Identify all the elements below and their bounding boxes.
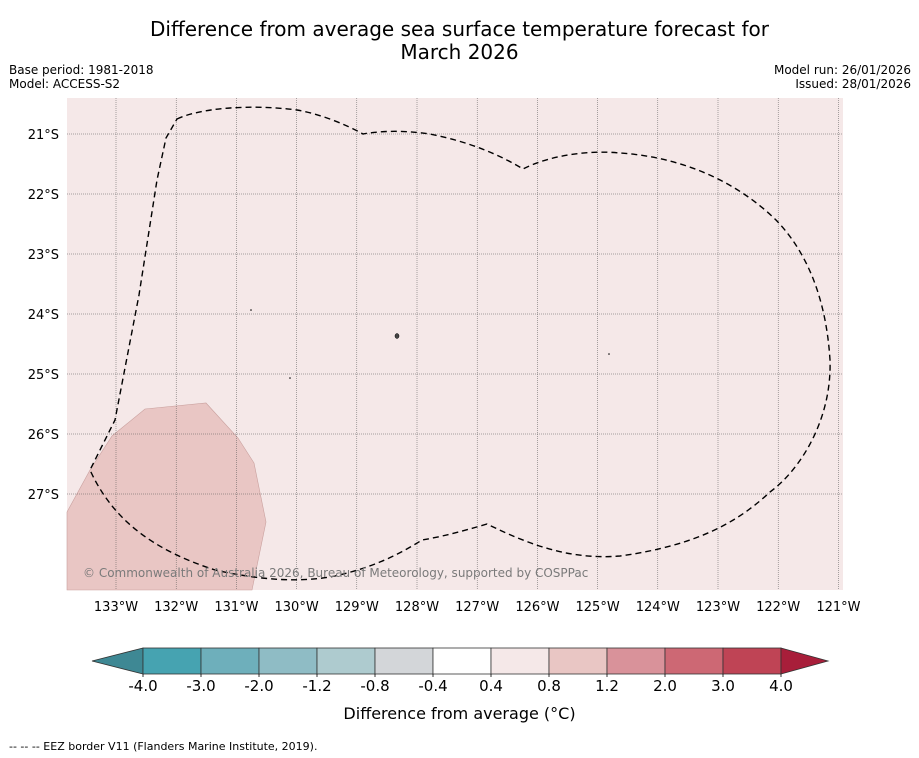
colorbar-bin (200, 647, 260, 675)
colorbar-tick-label: 3.0 (711, 677, 735, 695)
lon-label: 121°W (816, 600, 860, 615)
colorbar-tick-label: 1.2 (595, 677, 619, 695)
eez-border (89, 106, 831, 581)
colorbar-extend-high (780, 647, 830, 675)
colorbar-tick-label: -4.0 (128, 677, 157, 695)
model-name: Model: ACCESS-S2 (9, 77, 121, 91)
latitude-labels: 21°S 22°S 23°S 24°S 25°S 26°S 27°S (28, 128, 59, 503)
lat-label: 25°S (28, 368, 59, 383)
colorbar-bin (142, 647, 202, 675)
colorbar-tick-label: -0.8 (360, 677, 389, 695)
colorbar: -4.0 -3.0 -2.0 -1.2 -0.8 -0.4 0.4 0.8 1.2 2.0 3.0 4… (91, 647, 830, 695)
lat-label: 22°S (28, 188, 59, 203)
meta-left: Base period: 1981-2018 Model: ACCESS-S2 (9, 63, 154, 91)
island-marker (394, 333, 400, 339)
island-marker (608, 353, 610, 355)
colorbar-bin (258, 647, 318, 675)
colorbar-tick-label: 0.8 (537, 677, 561, 695)
colorbar-extend-low (91, 647, 144, 675)
copyright-notice: © Commonwealth of Australia 2026, Bureau… (83, 566, 588, 580)
lat-label: 27°S (28, 488, 59, 503)
meta-right: Model run: 26/01/2026 Issued: 28/01/2026 (774, 63, 911, 91)
colorbar-bin (664, 647, 724, 675)
lon-label: 126°W (515, 600, 559, 615)
footnote: -- -- -- EEZ border V11 (Flanders Marine… (9, 740, 318, 753)
colorbar-bin (722, 647, 782, 675)
lon-label: 132°W (154, 600, 198, 615)
colorbar-bin (606, 647, 666, 675)
lon-label: 123°W (696, 600, 740, 615)
colorbar-tick-label: 0.4 (479, 677, 503, 695)
colorbar-bin (548, 647, 608, 675)
lon-label: 133°W (94, 600, 138, 615)
lon-label: 129°W (335, 600, 379, 615)
warm-anomaly-region (66, 402, 267, 591)
base-period: Base period: 1981-2018 (9, 63, 154, 77)
lat-label: 21°S (28, 128, 59, 143)
lon-label: 130°W (275, 600, 319, 615)
island-marker (289, 377, 291, 379)
colorbar-bin (374, 647, 434, 675)
lon-label: 128°W (395, 600, 439, 615)
colorbar-tick-label: 2.0 (653, 677, 677, 695)
island-marker (250, 309, 252, 311)
chart-title: Difference from average sea surface temp… (0, 18, 919, 64)
colorbar-label: Difference from average (°C) (343, 704, 576, 723)
lon-label: 131°W (214, 600, 258, 615)
colorbar-bin (316, 647, 376, 675)
colorbar-tick-label: -0.4 (418, 677, 447, 695)
colorbar-tick-label: -1.2 (302, 677, 331, 695)
model-run: Model run: 26/01/2026 (773, 63, 911, 77)
lon-label: 127°W (455, 600, 499, 615)
lon-label: 125°W (576, 600, 620, 615)
graticule (67, 98, 843, 590)
colorbar-tick-label: -2.0 (244, 677, 273, 695)
lon-label: 122°W (756, 600, 800, 615)
issued-date: Issued: 28/01/2026 (795, 77, 911, 91)
longitude-labels: 133°W 132°W 131°W 130°W 129°W 128°W 127°W 126°W… (94, 600, 861, 615)
lon-label: 124°W (636, 600, 680, 615)
lat-label: 26°S (28, 428, 59, 443)
lat-label: 24°S (28, 308, 59, 323)
colorbar-bin (490, 647, 550, 675)
colorbar-tick-label: -3.0 (186, 677, 215, 695)
colorbar-tick-label: 4.0 (769, 677, 793, 695)
title-line-2: March 2026 (400, 40, 519, 64)
lat-label: 23°S (28, 248, 59, 263)
colorbar-bin (432, 647, 492, 675)
title-line-1: Difference from average sea surface temp… (149, 17, 769, 41)
